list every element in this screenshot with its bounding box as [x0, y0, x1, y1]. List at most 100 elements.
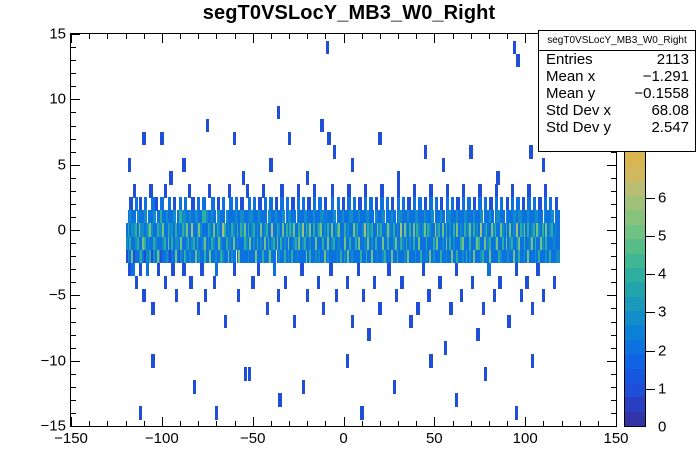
palette-band — [625, 410, 645, 426]
heatmap-bin — [247, 249, 251, 264]
heatmap-bin — [510, 210, 515, 224]
heatmap-bin — [510, 236, 515, 250]
heatmap-bin — [480, 223, 484, 237]
heatmap-bin — [278, 249, 282, 264]
y-axis-minor-tick — [71, 269, 76, 271]
heatmap-bin — [298, 236, 302, 250]
heatmap-bin — [380, 249, 384, 264]
heatmap-bin — [494, 223, 498, 237]
heatmap-bin — [440, 210, 444, 224]
heatmap-bin — [223, 223, 228, 237]
heatmap-bin — [538, 236, 542, 250]
heatmap-bin — [516, 210, 520, 224]
heatmap-bin — [251, 275, 255, 290]
heatmap-plot-area — [71, 34, 616, 426]
heatmap-bin — [378, 301, 382, 316]
heatmap-bin — [440, 223, 444, 237]
heatmap-bin — [243, 236, 248, 250]
heatmap-bin — [352, 210, 357, 224]
heatmap-bin — [280, 184, 284, 198]
heatmap-bin — [138, 210, 142, 224]
heatmap-bin — [213, 275, 217, 290]
heatmap-bin — [202, 236, 206, 250]
heatmap-bin — [234, 236, 239, 250]
heatmap-bin — [385, 249, 389, 264]
heatmap-bin — [251, 223, 255, 237]
heatmap-bin — [229, 236, 233, 250]
heatmap-bin — [536, 223, 540, 237]
heatmap-bin — [183, 236, 188, 250]
heatmap-bin — [380, 236, 384, 250]
heatmap-bin — [178, 210, 182, 224]
heatmap-bin — [325, 210, 330, 224]
heatmap-bin — [183, 197, 188, 211]
heatmap-bin — [460, 249, 464, 264]
heatmap-bin — [411, 249, 415, 264]
heatmap-bin — [492, 236, 497, 250]
heatmap-bin — [340, 236, 344, 250]
heatmap-bin — [260, 210, 264, 224]
statistics-row: Std Dev x 68.08 — [539, 102, 695, 119]
heatmap-bin — [554, 210, 558, 224]
heatmap-bin — [140, 236, 144, 250]
heatmap-bin — [512, 40, 517, 54]
heatmap-bin — [171, 223, 175, 237]
heatmap-bin — [340, 249, 344, 264]
heatmap-bin — [369, 236, 373, 250]
heatmap-bin — [463, 249, 468, 264]
heatmap-bin — [320, 236, 324, 250]
heatmap-bin — [431, 210, 435, 224]
heatmap-bin — [305, 288, 310, 303]
heatmap-bin — [414, 249, 419, 264]
heatmap-bin — [125, 223, 130, 237]
heatmap-bin — [231, 223, 235, 237]
heatmap-bin — [452, 249, 457, 264]
heatmap-bin — [240, 223, 244, 237]
heatmap-bin — [345, 275, 350, 290]
heatmap-bin — [414, 223, 419, 237]
heatmap-bin — [243, 223, 248, 237]
heatmap-bin — [371, 249, 375, 264]
heatmap-bin — [416, 301, 420, 316]
heatmap-bin — [361, 236, 366, 250]
heatmap-bin — [454, 223, 459, 237]
heatmap-bin — [331, 210, 335, 224]
heatmap-bin — [131, 223, 135, 237]
statistics-box: segT0VSLocY_MB3_W0_Right Entries 2113 Mean… — [538, 30, 696, 152]
heatmap-bin — [541, 249, 546, 264]
heatmap-bin — [343, 210, 348, 224]
heatmap-bin — [256, 249, 260, 264]
heatmap-bin — [401, 197, 406, 211]
heatmap-bin — [174, 236, 179, 250]
heatmap-bin — [530, 223, 535, 237]
heatmap-bin — [440, 249, 444, 264]
heatmap-bin — [347, 236, 351, 250]
heatmap-bin — [436, 249, 440, 264]
heatmap-bin — [176, 236, 181, 250]
heatmap-bin — [527, 197, 531, 211]
heatmap-bin — [280, 197, 284, 211]
heatmap-bin — [372, 275, 377, 290]
heatmap-bin — [282, 236, 286, 250]
heatmap-bin — [291, 236, 295, 250]
y-axis-minor-tick — [71, 112, 76, 114]
heatmap-bin — [134, 223, 139, 237]
heatmap-bin — [461, 223, 466, 237]
heatmap-bin — [258, 249, 262, 264]
heatmap-bin — [129, 236, 133, 250]
heatmap-bin — [520, 249, 524, 264]
heatmap-bin — [400, 249, 404, 264]
heatmap-bin — [160, 132, 164, 146]
y-axis-minor-tick — [71, 73, 76, 75]
heatmap-bin — [153, 249, 157, 264]
heatmap-bin — [451, 223, 455, 237]
heatmap-bin — [207, 249, 211, 264]
heatmap-bin — [325, 223, 330, 237]
heatmap-bin — [151, 236, 155, 250]
heatmap-bin — [194, 210, 199, 224]
x-axis-minor-tick — [561, 421, 563, 426]
heatmap-bin — [421, 249, 426, 264]
heatmap-bin — [198, 249, 202, 264]
heatmap-bin — [134, 197, 139, 211]
heatmap-bin — [249, 210, 253, 224]
